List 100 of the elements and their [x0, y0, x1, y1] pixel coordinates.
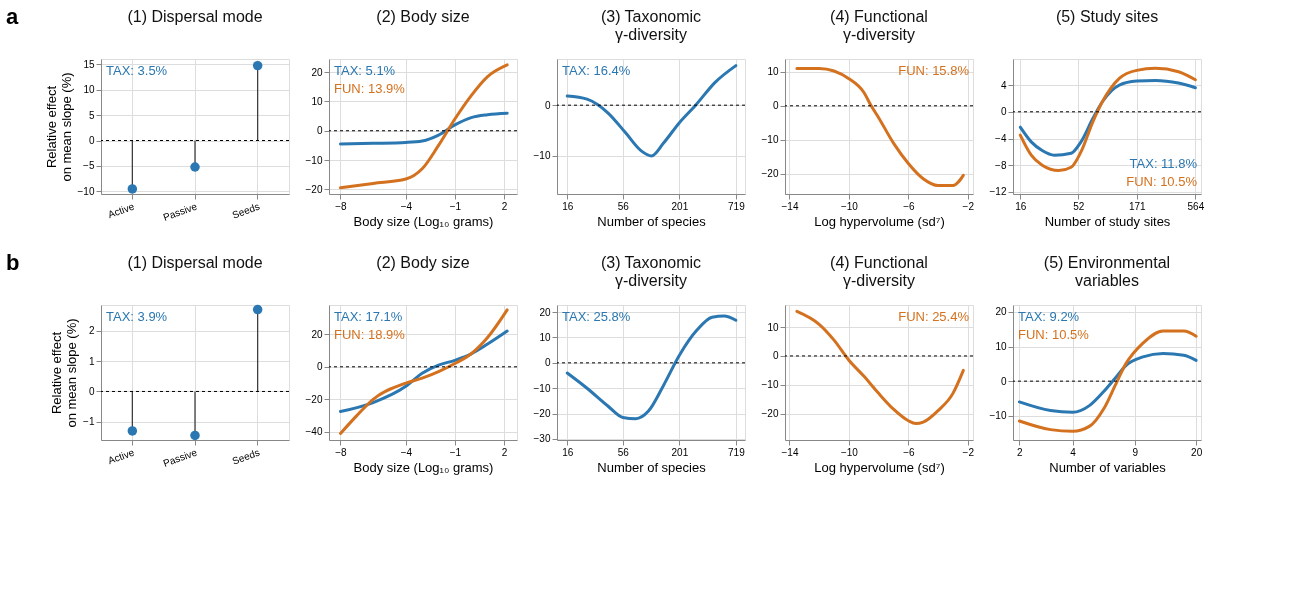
y-tick-label: 1	[88, 355, 95, 367]
x-tick-label: −1	[449, 446, 462, 458]
x-tick-label: −4	[400, 446, 413, 458]
x-axis-title: Number of species	[597, 213, 707, 229]
x-tick-label: −6	[903, 200, 915, 212]
y-tick-label: 10	[767, 66, 779, 78]
x-tick-label: Active	[106, 446, 137, 467]
chart-title: (4) Functional γ-diversity	[830, 254, 928, 289]
text: TAX: 11.8%	[1129, 156, 1198, 171]
text: TAX: 3.9%	[106, 309, 168, 324]
x-tick-label: 171	[1128, 200, 1147, 212]
x-tick-label: −8	[335, 200, 348, 212]
y-tick-label: −10	[761, 379, 779, 391]
x-axis-title: Number of study sites	[1044, 213, 1171, 229]
y-tick-label: 0	[772, 350, 779, 362]
x-tick-label: Passive	[161, 446, 199, 469]
y-tick-label: −12	[989, 186, 1007, 198]
x-axis-title: Log hypervolume (sd⁷)	[814, 213, 945, 229]
x-tick-label: 56	[617, 200, 630, 212]
x-tick-label: 16	[1015, 200, 1027, 212]
text: FUN: 18.9%	[334, 327, 406, 342]
y-tick-label: 15	[83, 58, 95, 70]
x-tick-label: 20	[1191, 446, 1203, 458]
x-tick-label: 2	[501, 446, 508, 458]
y-tick-label: 5	[88, 109, 95, 121]
x-tick-label: 16	[562, 200, 574, 212]
y-tick-label: −10	[533, 150, 551, 162]
x-tick-label: 564	[1187, 200, 1205, 212]
x-tick-label: 52	[1073, 200, 1085, 212]
y-tick-label: −5	[83, 160, 95, 172]
text: FUN: 10.5%	[1126, 174, 1198, 189]
y-tick-label: 2	[88, 325, 95, 337]
chart-title: (5) Environmental variables	[1043, 254, 1171, 289]
x-tick-label: 2	[501, 200, 508, 212]
text: TAX: 9.2%	[1018, 309, 1080, 324]
y-tick-label: −4	[995, 133, 1007, 145]
chart-title: (5) Study sites	[1055, 8, 1159, 25]
y-tick-label: −10	[305, 154, 323, 166]
y-tick-label: 10	[995, 341, 1007, 353]
y-tick-label: 20	[995, 306, 1007, 318]
y-tick-label: 4	[1000, 79, 1007, 91]
x-axis-title: Number of variables	[1049, 459, 1167, 475]
text: FUN: 13.9%	[334, 81, 406, 96]
chart-title: (3) Taxonomic γ-diversity	[600, 254, 702, 289]
chart-title: (4) Functional γ-diversity	[830, 8, 928, 43]
x-tick-label: Active	[106, 200, 137, 221]
y-tick-label: −40	[305, 426, 323, 438]
x-tick-label: 2	[1017, 446, 1024, 458]
x-tick-label: 201	[671, 446, 689, 458]
y-tick-label: 10	[83, 84, 95, 96]
y-tick-label: −10	[989, 410, 1007, 422]
x-tick-label: −14	[781, 446, 799, 458]
y-tick-label: −30	[533, 433, 551, 445]
text: FUN: 10.5%	[1018, 327, 1090, 342]
x-tick-label: 16	[562, 446, 574, 458]
text: a	[6, 4, 19, 29]
y-tick-label: −20	[761, 408, 779, 420]
x-tick-label: 9	[1132, 446, 1139, 458]
chart-title: (1) Dispersal mode	[127, 8, 263, 25]
x-axis-title: Body size (Log₁₀ grams)	[353, 213, 494, 229]
chart-title: (3) Taxonomic γ-diversity	[600, 8, 702, 43]
x-tick-label: −10	[840, 200, 859, 212]
x-tick-label: Seeds	[230, 446, 262, 467]
y-tick-label: 0	[88, 385, 95, 397]
x-tick-label: −6	[903, 446, 915, 458]
x-tick-label: −8	[335, 446, 348, 458]
x-tick-label: Passive	[161, 200, 199, 223]
x-tick-label: −2	[962, 200, 975, 212]
x-tick-label: 201	[671, 200, 689, 212]
y-tick-label: 0	[772, 100, 779, 112]
y-tick-label: −10	[533, 382, 551, 394]
x-axis-title: Number of species	[597, 459, 707, 475]
text: b	[6, 250, 20, 275]
y-tick-label: −10	[77, 185, 95, 197]
y-tick-label: −20	[533, 408, 551, 420]
text: TAX: 17.1%	[334, 309, 403, 324]
y-tick-label: −20	[305, 183, 323, 195]
y-tick-label: 0	[1000, 106, 1007, 118]
y-tick-label: 20	[311, 66, 323, 78]
y-tick-label: 0	[544, 99, 551, 111]
x-tick-label: −10	[840, 446, 859, 458]
y-tick-label: −20	[761, 168, 779, 180]
text: TAX: 25.8%	[562, 309, 631, 324]
chart-title: (2) Body size	[376, 254, 470, 271]
y-tick-label: 0	[1000, 375, 1007, 387]
x-tick-label: 719	[728, 446, 746, 458]
series-label: TAX: 16.4%	[562, 63, 631, 78]
chart-title: (2) Body size	[376, 8, 470, 25]
y-tick-label: 0	[316, 125, 323, 137]
x-axis-title: Log hypervolume (sd⁷)	[814, 459, 945, 475]
text: FUN: 15.8%	[898, 63, 970, 78]
y-tick-label: 0	[316, 361, 323, 373]
x-axis-title: Body size (Log₁₀ grams)	[353, 459, 494, 475]
text: TAX: 3.5%	[106, 63, 168, 78]
chart-title: (1) Dispersal mode	[127, 254, 263, 271]
y-tick-label: −10	[761, 134, 779, 146]
y-tick-label: 0	[88, 135, 95, 147]
text: FUN: 25.4%	[898, 309, 970, 324]
y-tick-label: −8	[995, 159, 1007, 171]
text: TAX: 5.1%	[334, 63, 396, 78]
